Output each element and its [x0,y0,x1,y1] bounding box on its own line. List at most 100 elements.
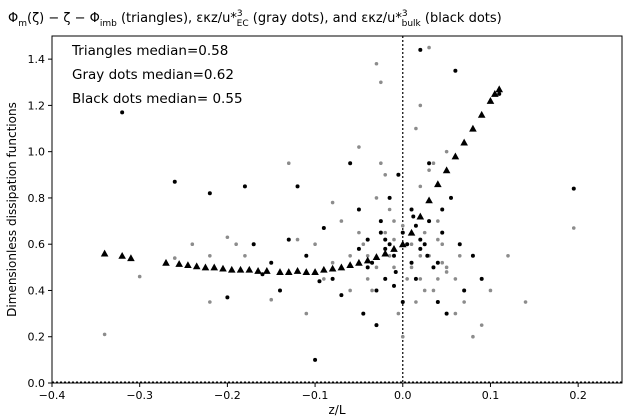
black-dot-point [457,242,462,247]
annotation-gray-dots-median: Gray dots median=0.62 [72,67,234,83]
annotation-triangles-median: Triangles median=0.58 [71,43,228,59]
black-dot-point [440,230,445,235]
title-part-4-sup: 3 [402,9,408,19]
gray-dot-point [457,253,462,258]
triangle-point [469,124,477,132]
gray-dot-point [418,253,423,258]
triangle-point [284,268,293,275]
gray-dot-point [414,300,418,304]
black-dot-point [400,230,405,235]
triangle-point [254,267,262,274]
gray-dot-point [436,219,440,223]
gray-dot-point [370,288,374,293]
triangle-point [442,166,451,174]
black-dot-point [418,246,423,251]
black-dot-point [427,219,432,224]
black-dot-point [304,253,309,258]
gray-dot-point [453,277,458,281]
y-tick-label: 0.6 [28,238,46,251]
y-tick-label: 0.4 [28,284,46,297]
black-dot-point [435,300,440,305]
triangle-point [346,261,354,269]
title-part-1-sub: m [18,19,27,29]
gray-dot-point [418,103,423,108]
gray-dot-point [409,265,414,270]
x-axis-label: z/L [328,403,345,417]
gray-dot-point [225,235,230,240]
gray-dot-point [208,300,212,304]
gray-dot-point [436,237,440,242]
gray-dot-point [422,230,427,235]
gray-dot-point [383,173,388,177]
gray-dot-point [523,300,528,304]
black-dot-point [374,323,379,328]
gray-dot-point [357,230,361,235]
gray-dot-point [339,219,344,223]
triangle-point [100,249,109,257]
plot-area [52,36,622,383]
gray-dot-point [295,237,300,242]
gray-dot-point [444,265,449,270]
triangle-point [210,263,219,271]
title-part-4-sub: bulk [402,19,422,29]
black-dot-point [378,219,383,224]
black-dot-point [317,279,322,284]
median-annotations: Triangles median=0.58 Gray dots median=0… [71,43,243,107]
triangle-point [486,96,495,104]
gray-dot-point [427,45,431,50]
gray-dot-point [330,200,335,205]
gray-dot-point [365,277,370,281]
black-dot-point [453,68,458,73]
triangle-point [219,264,227,272]
black-dot-point [378,230,383,235]
triangle-point [263,267,271,274]
triangle-point [355,258,363,266]
gray-dot-point [190,242,195,246]
gray-dot-point [409,242,414,246]
gray-dot-point [571,226,576,230]
gray-dot-point [418,184,423,189]
black-dot-point [295,184,300,189]
gray-dot-point [436,277,440,281]
gray-dot-point [365,253,370,258]
chart-title: Φm(ζ) − ζ − Φimb (triangles), εκz/u*3 EC … [8,9,502,29]
black-dot-point [405,242,410,247]
triangle-point [477,110,486,118]
black-dot-point [383,237,388,242]
gray-dot-point [506,253,510,258]
gray-dot-point [400,223,405,228]
gray-dot-point [488,288,493,293]
gray-dot-point [440,260,445,265]
black-dot-point [356,246,361,251]
triangle-point [201,263,210,271]
gray-dot-point [422,288,427,293]
gray-dot-point [400,334,405,339]
triangle-point [175,260,183,267]
black-dot-point [251,242,256,247]
gray-dot-point [392,237,396,242]
triangle-point [276,268,284,275]
gray-dot-point [471,334,475,339]
triangle-point [381,249,390,257]
plot-frame [51,35,623,384]
gray-dot-point [387,207,392,212]
triangle-point [398,240,407,248]
gray-dot-point [348,288,352,293]
x-tick-label: −0.4 [39,389,66,402]
gray-dot-point [392,265,396,270]
black-dot-point [422,242,427,247]
black-dot-point [462,288,467,293]
black-dot-point [207,191,212,196]
gray-dot-point [348,253,352,258]
title-part-3-sup: 3 [237,9,243,19]
x-tick-label: 0.2 [569,389,587,402]
title-part-3: (triangles), εκz/u* [117,11,238,26]
gray-dot-point [479,323,484,327]
title-part-4: (gray dots), and εκz/u* [249,11,403,26]
gray-dot-point [392,219,396,223]
black-dot-point [418,237,423,242]
triangle-point [372,253,381,260]
black-dot-point [425,253,430,258]
triangle-point [337,263,346,271]
black-dot-point [269,260,274,265]
